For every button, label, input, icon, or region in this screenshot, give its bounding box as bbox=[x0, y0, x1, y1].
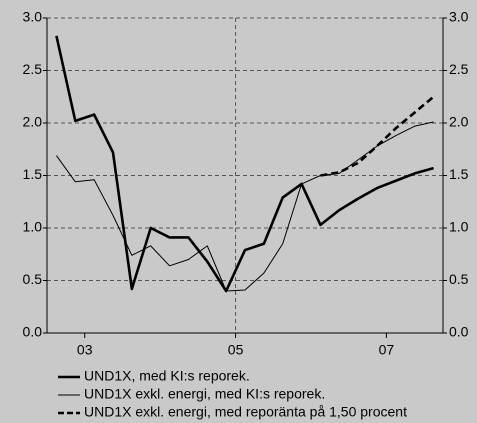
y-tick-label: 1.0 bbox=[23, 219, 43, 235]
y2-tick-label: 1.5 bbox=[449, 166, 469, 182]
y-tick-label: 2.5 bbox=[23, 61, 43, 77]
y-tick-label: 1.5 bbox=[23, 166, 43, 182]
y-tick-label: 3.0 bbox=[23, 9, 43, 25]
x-tick-label: 03 bbox=[77, 342, 93, 358]
series-line bbox=[320, 95, 435, 177]
x-tick-label: 05 bbox=[228, 342, 244, 358]
y-tick-label: 2.0 bbox=[23, 114, 43, 130]
y2-tick-label: 0.0 bbox=[449, 324, 469, 340]
legend-label: UND1X exkl. energi, med KI:s reporek. bbox=[84, 386, 325, 402]
y-tick-label: 0.0 bbox=[23, 324, 43, 340]
y2-tick-label: 3.0 bbox=[449, 9, 469, 25]
y2-tick-label: 2.5 bbox=[449, 61, 469, 77]
y-tick-label: 0.5 bbox=[23, 271, 43, 287]
series-line bbox=[55, 35, 434, 293]
legend-label: UND1X, med KI:s reporek. bbox=[84, 368, 250, 384]
y2-tick-label: 0.5 bbox=[449, 271, 469, 287]
y2-tick-label: 2.0 bbox=[449, 114, 469, 130]
y2-tick-label: 1.0 bbox=[449, 219, 469, 235]
x-tick-label: 07 bbox=[379, 342, 395, 358]
legend-label: UND1X exkl. energi, med reporänta på 1,5… bbox=[84, 404, 407, 420]
